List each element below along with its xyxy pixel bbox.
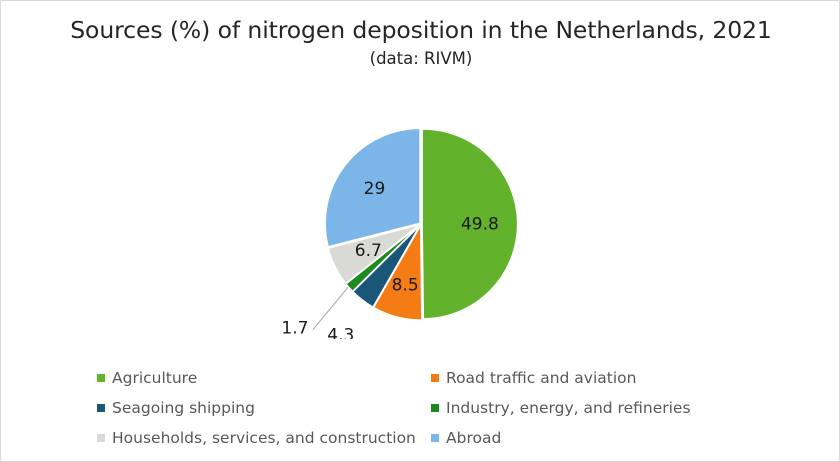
legend-swatch-icon xyxy=(97,374,105,382)
pie-slice xyxy=(324,127,421,248)
legend-item-label: Abroad xyxy=(446,429,502,447)
legend-item-label: Industry, energy, and refineries xyxy=(446,399,691,417)
pie-data-label: 6.7 xyxy=(355,241,382,261)
legend-item[interactable]: Households, services, and construction xyxy=(97,423,431,453)
pie-data-label: 1.7 xyxy=(281,319,308,339)
pie-slices-group xyxy=(324,127,519,321)
legend-item[interactable]: Agriculture xyxy=(97,363,431,393)
pie-label-leader-line xyxy=(312,286,349,331)
pie-plot-area: 49.8 8.5 4.3 1.7 6.7 29 xyxy=(1,109,840,349)
chart-legend: Agriculture Road traffic and aviation Seag… xyxy=(97,363,737,453)
pie-data-labels-group: 49.8 8.5 4.3 1.7 6.7 29 xyxy=(281,179,498,339)
legend-swatch-icon xyxy=(431,374,439,382)
pie-svg: 49.8 8.5 4.3 1.7 6.7 29 xyxy=(281,127,519,339)
legend-item-label: Road traffic and aviation xyxy=(446,369,637,387)
pie-data-label: 29 xyxy=(364,179,386,199)
pie-data-label: 49.8 xyxy=(461,215,499,235)
legend-item-label: Households, services, and construction xyxy=(112,429,416,447)
legend-item-label: Seagoing shipping xyxy=(112,399,255,417)
pie-data-label: 4.3 xyxy=(327,325,354,339)
legend-swatch-icon xyxy=(431,404,439,412)
pie-slice xyxy=(421,128,519,320)
legend-item[interactable]: Abroad xyxy=(431,423,507,453)
chart-title: Sources (%) of nitrogen deposition in th… xyxy=(70,16,772,44)
pie-data-label: 8.5 xyxy=(392,276,419,296)
chart-subtitle: (data: RIVM) xyxy=(369,49,473,68)
legend-item[interactable]: Industry, energy, and refineries xyxy=(431,393,697,423)
legend-item-label: Agriculture xyxy=(112,369,198,387)
legend-item[interactable]: Road traffic and aviation xyxy=(431,363,642,393)
legend-swatch-icon xyxy=(97,404,105,412)
pie-leader-lines-group xyxy=(312,286,349,331)
pie-slice xyxy=(327,223,421,285)
legend-swatch-icon xyxy=(97,434,105,442)
title-block: Sources (%) of nitrogen deposition in th… xyxy=(1,15,840,71)
legend-item[interactable]: Seagoing shipping xyxy=(97,393,431,423)
legend-swatch-icon xyxy=(431,434,439,442)
